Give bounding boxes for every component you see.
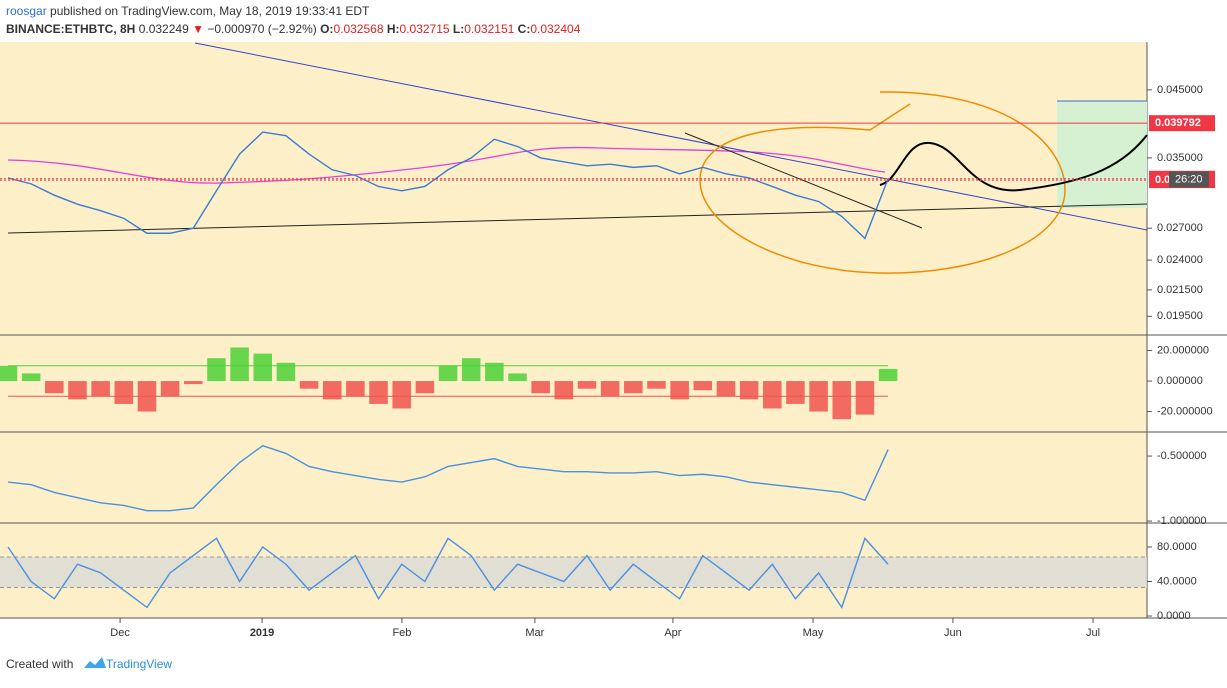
histogram-bar bbox=[508, 373, 527, 382]
last-price: 0.032249 bbox=[139, 22, 189, 36]
trendline bbox=[684, 132, 923, 229]
x-tick-label: Mar bbox=[525, 627, 544, 639]
moving-average bbox=[7, 146, 886, 184]
histogram-bar bbox=[438, 365, 458, 382]
histogram-bar bbox=[392, 381, 411, 409]
histogram-bar bbox=[114, 381, 134, 404]
histogram-bar bbox=[577, 381, 597, 389]
histogram-bar bbox=[346, 381, 365, 397]
x-tick-label: Feb bbox=[392, 627, 411, 639]
histogram-bar bbox=[763, 381, 782, 409]
histogram-bar bbox=[832, 381, 852, 420]
countdown-box bbox=[1169, 171, 1209, 188]
series-line bbox=[7, 131, 889, 240]
y-tick-label: 0.024000 bbox=[1157, 254, 1203, 266]
histogram-bar bbox=[809, 381, 828, 412]
histogram-bar bbox=[855, 381, 875, 415]
histogram-bar bbox=[739, 381, 759, 400]
series-line bbox=[7, 444, 889, 512]
x-tick-label: Jul bbox=[1086, 627, 1100, 639]
published: published on TradingView.com, May 18, 20… bbox=[50, 4, 370, 18]
ohlc-key: O: bbox=[320, 22, 333, 36]
ohlc-value: 0.032568 bbox=[333, 22, 383, 36]
chart-background bbox=[0, 42, 1147, 618]
histogram-bar bbox=[253, 353, 273, 382]
ellipse-drawing bbox=[699, 91, 1066, 274]
x-tick-label: Jun bbox=[944, 627, 962, 639]
price-label-box bbox=[1149, 115, 1215, 132]
logo bbox=[84, 657, 106, 668]
y-tick-label: -20.000000 bbox=[1157, 405, 1213, 417]
target-zone bbox=[1057, 101, 1147, 208]
histogram-bar bbox=[878, 368, 898, 382]
author: roosgar published on TradingView.com, Ma… bbox=[6, 4, 370, 18]
histogram-bar bbox=[647, 381, 666, 389]
arrow: ▼ bbox=[192, 22, 204, 36]
y-tick-label: 0.045000 bbox=[1157, 84, 1203, 96]
y-tick-label: 0.0000 bbox=[1157, 610, 1191, 622]
ohlc-value: 0.032715 bbox=[400, 22, 450, 36]
histogram-bar bbox=[461, 358, 481, 382]
brand[interactable]: TradingView bbox=[106, 657, 172, 671]
footer-text: Created with bbox=[6, 657, 73, 671]
y-tick-label: 40.0000 bbox=[1157, 575, 1197, 587]
x-tick-label: 2019 bbox=[250, 627, 274, 639]
author: roosgar bbox=[6, 4, 47, 18]
histogram-bar bbox=[693, 381, 713, 391]
trendline bbox=[7, 203, 1148, 234]
histogram-bar bbox=[322, 381, 342, 400]
histogram-bar bbox=[624, 381, 643, 394]
histogram-bar bbox=[786, 381, 805, 404]
projection-curve bbox=[879, 134, 1148, 192]
x-tick-label: May bbox=[803, 627, 824, 639]
histogram-bar bbox=[531, 381, 550, 394]
x-tick-label: Apr bbox=[664, 627, 681, 639]
y-tick-label: 20.000000 bbox=[1157, 344, 1209, 356]
histogram-bar bbox=[716, 381, 736, 397]
y-tick-label: 0.035000 bbox=[1157, 152, 1203, 164]
y-tick-label: -0.500000 bbox=[1157, 450, 1207, 462]
y-tick-label: 0.019500 bbox=[1157, 310, 1203, 322]
trendline bbox=[194, 42, 1148, 231]
ohlc-value: 0.032151 bbox=[464, 22, 514, 36]
countdown: 26:20 bbox=[1175, 173, 1203, 185]
ohlc-key: H: bbox=[387, 22, 400, 36]
histogram-bar bbox=[68, 381, 87, 400]
ohlc-key: C: bbox=[518, 22, 531, 36]
symbol-line: BINANCE:ETHBTC, 8H 0.032249 ▼ −0.000970 … bbox=[6, 22, 581, 36]
y-tick-label: 80.0000 bbox=[1157, 541, 1197, 553]
histogram-bar bbox=[0, 365, 18, 382]
histogram-bar bbox=[91, 381, 110, 397]
histogram-bar bbox=[137, 381, 157, 412]
price-label: 0.039792 bbox=[1155, 117, 1201, 129]
histogram-bar bbox=[369, 381, 388, 404]
symbol: BINANCE:ETHBTC, 8H bbox=[6, 22, 135, 36]
y-tick-label: 0.027000 bbox=[1157, 222, 1203, 234]
band bbox=[0, 556, 1147, 588]
histogram-bar bbox=[600, 381, 620, 397]
ohlc-key: L: bbox=[453, 22, 464, 36]
y-tick-label: 0.021500 bbox=[1157, 284, 1203, 296]
histogram-bar bbox=[184, 381, 203, 385]
histogram-bar bbox=[415, 381, 435, 394]
histogram-bar bbox=[45, 381, 64, 394]
y-tick-label: -1.000000 bbox=[1157, 515, 1207, 527]
histogram-bar bbox=[670, 381, 689, 400]
histogram-bar bbox=[207, 358, 226, 382]
histogram-bar bbox=[230, 347, 249, 382]
histogram-bar bbox=[299, 381, 319, 389]
series-line bbox=[7, 536, 889, 609]
change: −0.000970 (−2.92%) bbox=[207, 22, 316, 36]
ohlc-value: 0.032404 bbox=[530, 22, 580, 36]
histogram-bar bbox=[21, 373, 41, 382]
histogram-bar bbox=[485, 362, 504, 382]
x-tick-label: Dec bbox=[110, 627, 130, 639]
histogram-bar bbox=[276, 362, 296, 382]
histogram-bar bbox=[160, 381, 180, 397]
y-tick-label: 0.000000 bbox=[1157, 375, 1203, 387]
histogram-bar bbox=[554, 381, 574, 400]
